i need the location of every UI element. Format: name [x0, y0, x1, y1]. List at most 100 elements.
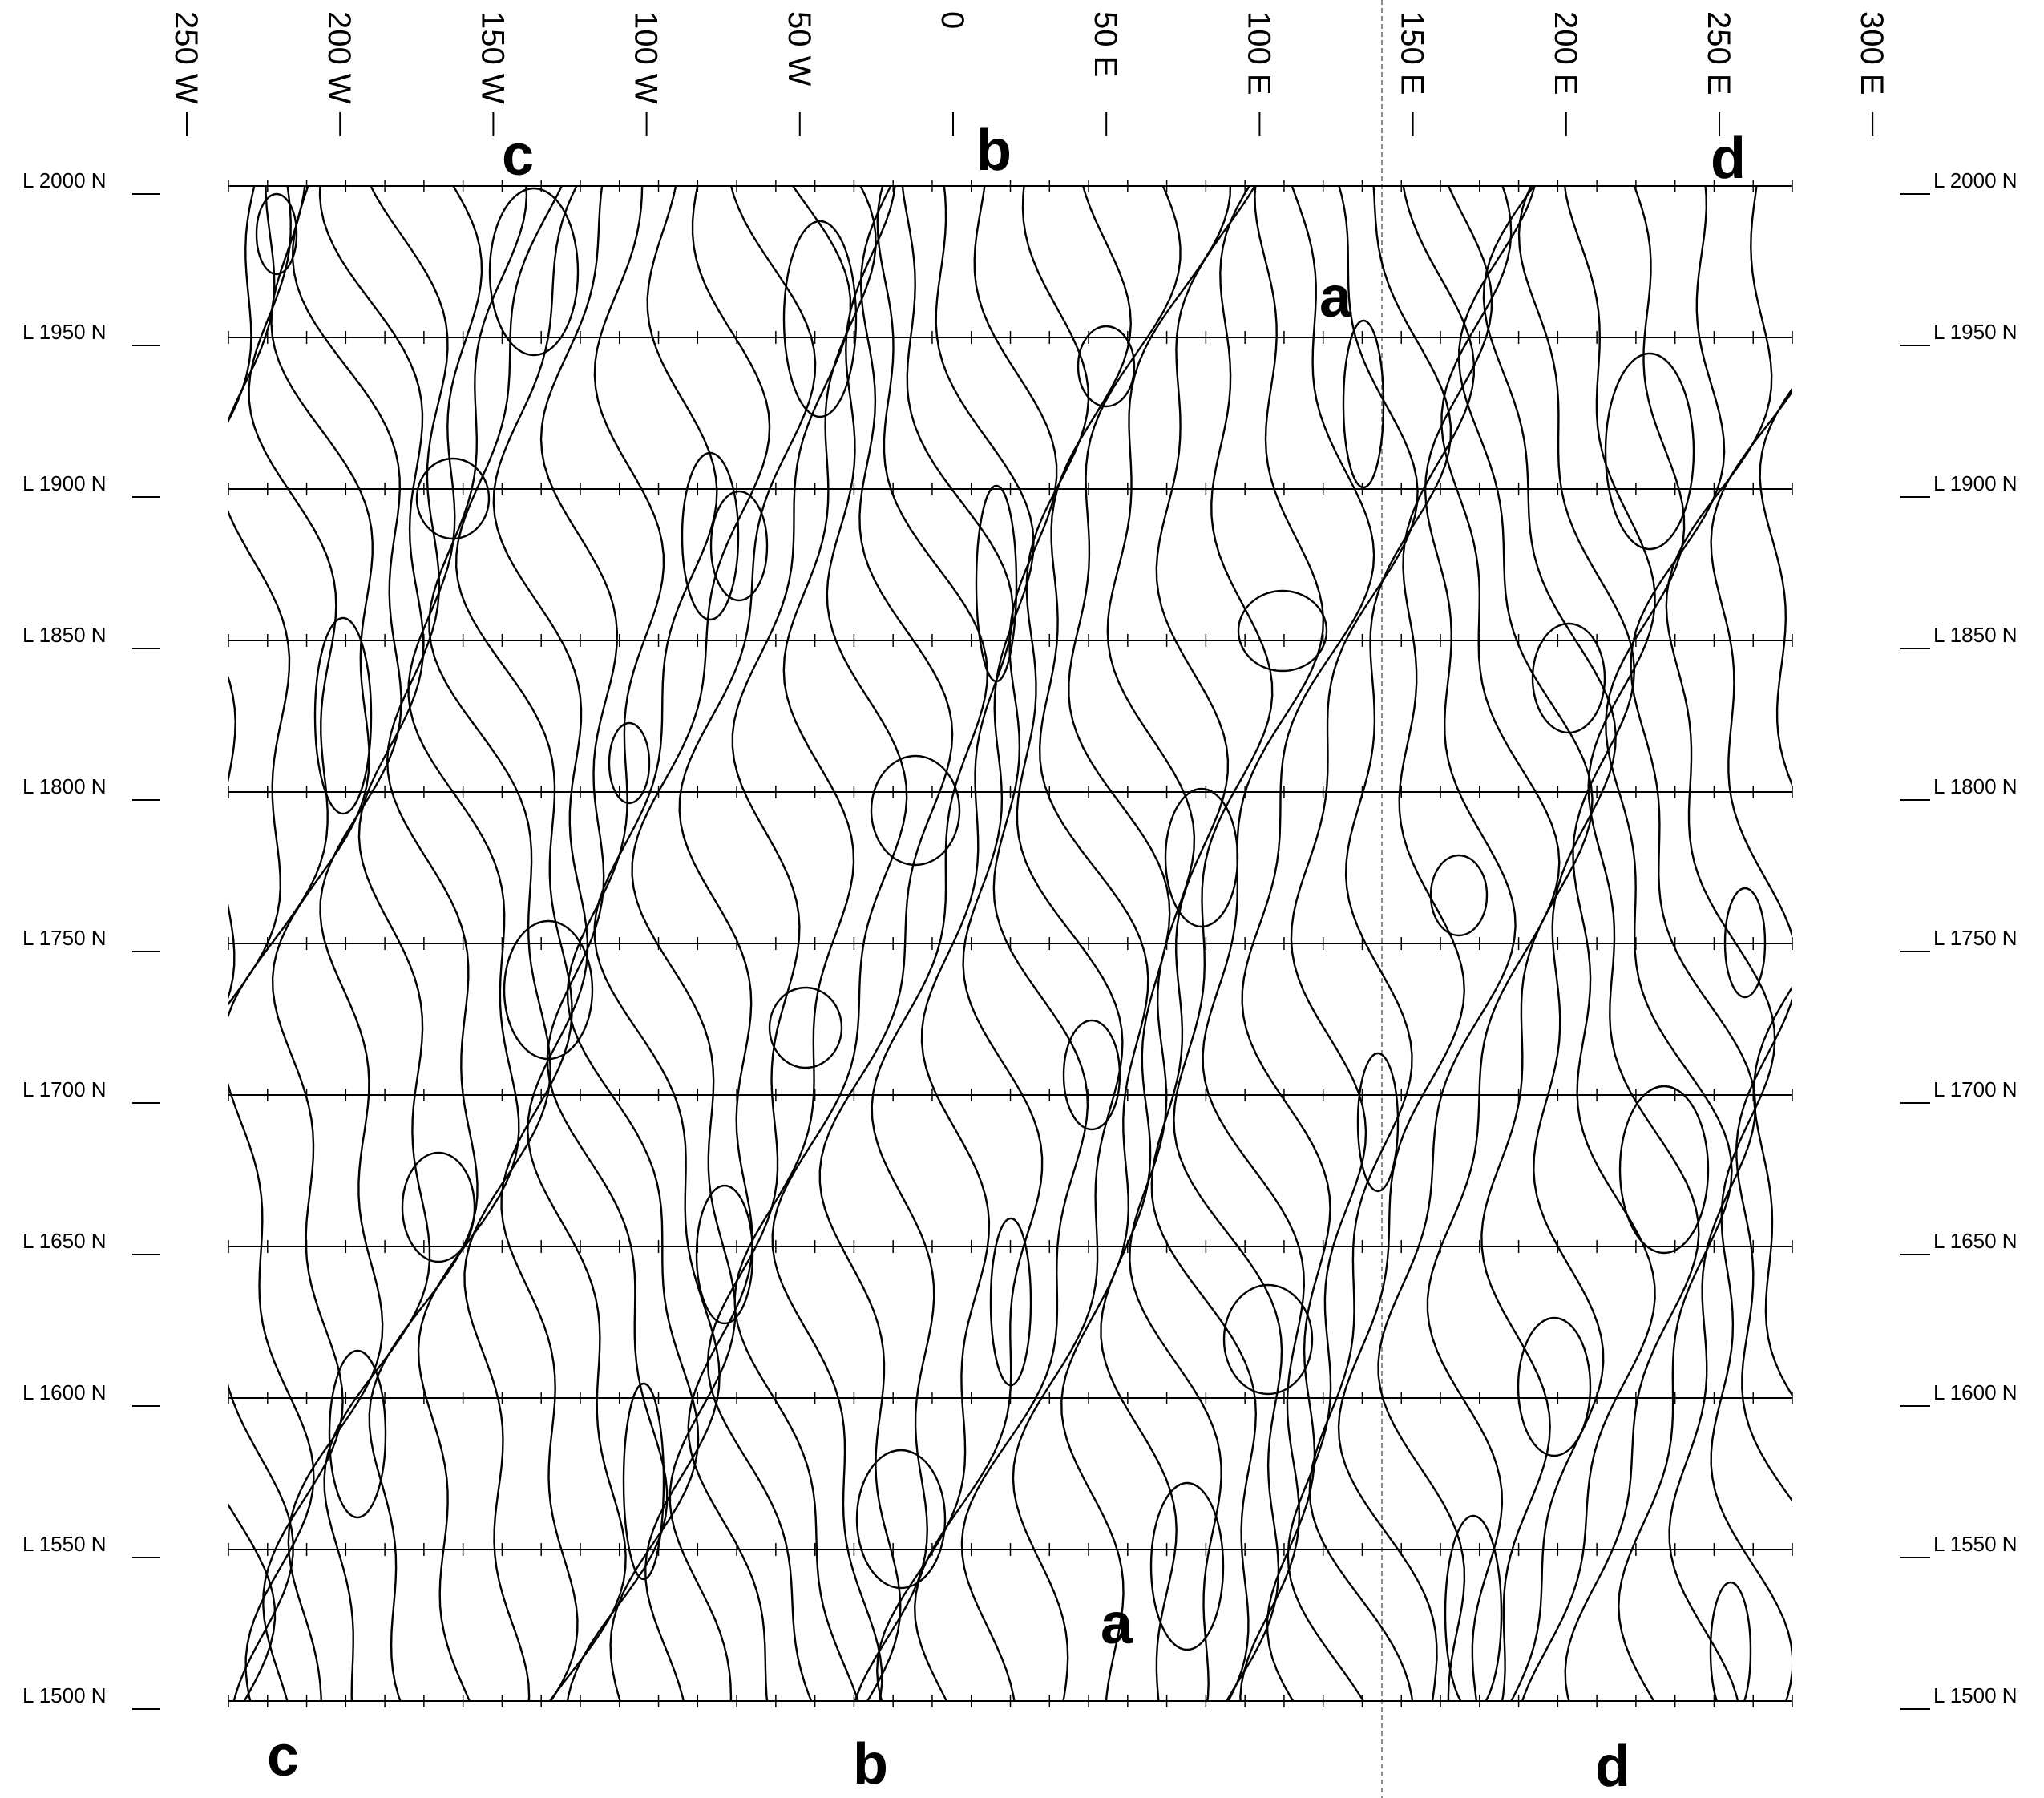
contour-line — [407, 186, 520, 1701]
contour-line — [1517, 186, 1656, 1701]
contour-loop — [1237, 589, 1328, 673]
contour-line — [854, 186, 989, 1701]
right-axis-label: L 1550 N — [1933, 1532, 2018, 1556]
contour-line — [492, 186, 627, 1701]
contour-line — [1563, 186, 1700, 1701]
region-marker: a — [1101, 1592, 1133, 1656]
contour-loop — [1062, 1019, 1121, 1131]
contour-line — [262, 186, 374, 1701]
contour-line — [1308, 186, 1452, 1701]
contour-line — [1337, 186, 1476, 1701]
contour-line — [1482, 186, 1617, 1701]
top-axis-label: 50 W — [782, 11, 817, 87]
contour-loop — [1444, 1514, 1503, 1701]
region-marker: d — [1711, 127, 1746, 191]
labels: 250 W 200 W 150 W 100 W 50 W 0 50 E 100 E 150 E 2… — [22, 11, 2018, 1798]
top-axis-label: 100 E — [1241, 11, 1276, 95]
right-axis-label: L 1950 N — [1933, 320, 2018, 344]
contour-loop — [608, 721, 651, 805]
contour-loop — [1149, 1481, 1225, 1651]
contour-line — [539, 186, 669, 1701]
top-axis-label: 300 E — [1854, 11, 1889, 95]
contour-loop — [855, 1449, 947, 1590]
contour-line — [228, 186, 294, 1701]
left-axis-label: L 1750 N — [22, 926, 107, 950]
contour-loop — [782, 220, 858, 418]
top-axis-label: 200 W — [321, 11, 357, 104]
contour-loop — [401, 1151, 476, 1263]
contour-loop — [415, 457, 491, 540]
contour-line — [1630, 186, 1757, 1701]
contour-line — [875, 186, 1014, 1701]
left-axis-label: L 2000 N — [22, 168, 107, 192]
contour-line — [771, 186, 908, 1701]
contour-loop — [1164, 787, 1239, 928]
contour-loop — [622, 1382, 665, 1581]
region-marker: a — [1319, 265, 1352, 329]
contour-loop — [870, 754, 961, 867]
contour-line — [228, 186, 277, 1701]
right-axis-label: L 1750 N — [1933, 926, 2018, 950]
contour-line — [1068, 186, 1182, 1701]
contour-loop — [1604, 352, 1695, 551]
contour-loop — [503, 919, 594, 1061]
contour-line — [1752, 386, 1792, 1397]
contour-line — [1605, 186, 1733, 1701]
contour-line — [1202, 186, 1325, 1701]
right-axis-label: L 1700 N — [1933, 1077, 2018, 1101]
contour-line — [678, 186, 817, 1701]
contour-loop — [681, 451, 740, 621]
contour-line — [228, 186, 337, 1701]
contour-line — [1287, 186, 1419, 1701]
contour-line — [454, 186, 579, 1701]
contour-line — [1038, 186, 1149, 1701]
contour-line — [1457, 186, 1594, 1701]
left-axis-label: L 1550 N — [22, 1532, 107, 1556]
right-axis-label: L 2000 N — [1933, 168, 2018, 192]
right-axis-label: L 1800 N — [1933, 774, 2018, 798]
contour-loop — [975, 484, 1018, 683]
contour-line — [818, 186, 954, 1701]
contour-loop — [1342, 319, 1385, 489]
contour-loop — [989, 1217, 1032, 1387]
contour-loop — [488, 187, 580, 357]
contour-loop — [1517, 1316, 1592, 1457]
contour-line — [733, 186, 877, 1701]
contour-loop — [328, 1349, 387, 1519]
right-axis-label: L 1600 N — [1933, 1380, 2018, 1404]
contour-loop — [1429, 854, 1489, 937]
contour-line — [593, 186, 721, 1701]
contour-line — [368, 186, 479, 1701]
right-axis-label: L 1650 N — [1933, 1229, 2018, 1253]
top-axis-label: 50 E — [1088, 11, 1123, 77]
region-marker: d — [1595, 1735, 1630, 1798]
left-axis-label: L 1850 N — [22, 623, 107, 647]
contour-line — [1665, 186, 1792, 1701]
right-axis-label: L 1850 N — [1933, 623, 2018, 647]
grid — [228, 180, 1793, 1707]
top-axis-label: 250 E — [1701, 11, 1736, 95]
contour-loop — [1356, 1052, 1400, 1193]
contour-loop — [1531, 622, 1606, 734]
contour-line — [960, 186, 1089, 1701]
contour-loop — [1709, 1581, 1752, 1701]
contour-line — [1150, 186, 1258, 1701]
contour-line — [706, 186, 852, 1701]
left-axis-label: L 1800 N — [22, 774, 107, 798]
contour-line — [1173, 186, 1283, 1701]
left-axis-label: L 1700 N — [22, 1077, 107, 1101]
region-marker: c — [502, 123, 534, 188]
contour-line — [1012, 186, 1124, 1701]
left-axis-label: L 1900 N — [22, 471, 107, 495]
top-axis-label: 150 W — [475, 11, 510, 104]
top-axis-label: 150 E — [1395, 11, 1430, 95]
contours — [228, 186, 1792, 1701]
top-axis-label: 250 W — [168, 11, 204, 104]
contour-line — [1710, 390, 1792, 1503]
contour-loop — [695, 1184, 754, 1325]
left-axis-label: L 1650 N — [22, 1229, 107, 1253]
contour-loop — [1618, 1085, 1710, 1255]
contour-line — [318, 186, 431, 1701]
contour-line — [1426, 186, 1561, 1701]
region-marker: b — [853, 1732, 888, 1796]
